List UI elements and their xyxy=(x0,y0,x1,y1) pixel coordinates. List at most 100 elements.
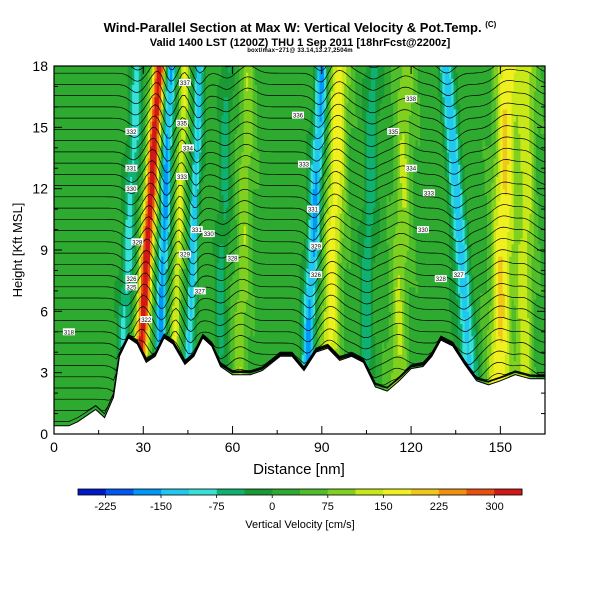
field-cell xyxy=(167,158,171,165)
field-cell xyxy=(94,158,97,165)
field-cell xyxy=(74,409,77,417)
field-cell xyxy=(165,213,169,220)
field-cell xyxy=(161,250,164,257)
field-cell xyxy=(89,194,93,202)
field-cell xyxy=(78,360,82,368)
field-cell xyxy=(109,372,113,380)
field-cell xyxy=(76,335,80,343)
field-cell xyxy=(147,121,151,128)
field-cell xyxy=(176,219,180,227)
field-cell xyxy=(154,66,158,73)
field-cell xyxy=(161,127,164,135)
field-cell xyxy=(172,72,176,79)
field-cell xyxy=(74,200,77,208)
field-cell xyxy=(156,299,160,306)
field-cell xyxy=(118,268,122,276)
field-cell xyxy=(87,164,91,171)
field-cell xyxy=(123,170,127,177)
field-cell xyxy=(103,188,106,196)
field-cell xyxy=(170,151,173,159)
field-cell xyxy=(109,360,113,368)
field-cell xyxy=(174,133,178,141)
field-cell xyxy=(145,262,149,269)
field-cell xyxy=(176,280,180,288)
field-cell xyxy=(74,121,77,128)
field-cell xyxy=(58,213,62,220)
field-cell xyxy=(147,176,151,184)
field-cell xyxy=(83,348,86,355)
field-cell xyxy=(114,78,118,85)
field-cell xyxy=(56,66,60,73)
field-cell xyxy=(138,231,142,239)
field-cell xyxy=(74,139,77,147)
field-cell xyxy=(78,243,82,251)
field-cell xyxy=(152,219,156,227)
field-cell xyxy=(136,90,140,98)
field-cell xyxy=(58,342,62,349)
field-cell xyxy=(71,213,75,220)
field-cell xyxy=(74,207,77,214)
field-cell xyxy=(94,342,97,349)
field-cell xyxy=(76,121,80,128)
field-cell xyxy=(138,170,142,177)
field-cell xyxy=(105,72,109,79)
field-cell xyxy=(170,96,173,104)
field-cell xyxy=(105,397,109,404)
field-cell xyxy=(62,164,66,171)
field-cell xyxy=(76,139,80,147)
field-cell xyxy=(145,342,149,349)
field-cell xyxy=(76,391,80,398)
field-cell xyxy=(80,311,84,319)
field-cell xyxy=(98,188,102,196)
field-cell xyxy=(62,335,66,343)
field-cell xyxy=(172,66,176,73)
field-cell xyxy=(76,366,80,374)
field-cell xyxy=(109,391,113,398)
field-cell xyxy=(129,84,133,92)
field-cell xyxy=(165,121,169,128)
field-cell xyxy=(158,311,162,319)
field-cell xyxy=(74,213,77,220)
field-cell xyxy=(71,225,75,233)
field-cell xyxy=(149,243,153,251)
field-cell xyxy=(96,84,100,92)
field-cell xyxy=(161,158,164,165)
field-cell xyxy=(74,72,77,79)
field-cell xyxy=(149,96,153,104)
field-cell xyxy=(141,213,144,220)
field-cell xyxy=(67,397,71,404)
field-cell xyxy=(71,299,75,306)
field-cell xyxy=(165,207,169,214)
field-cell xyxy=(56,305,60,312)
field-cell xyxy=(56,176,60,184)
field-cell xyxy=(67,342,71,349)
field-cell xyxy=(78,170,82,177)
field-cell xyxy=(91,66,95,73)
field-cell xyxy=(94,366,97,374)
field-cell xyxy=(172,151,176,159)
field-cell xyxy=(158,194,162,202)
field-cell xyxy=(176,84,180,92)
field-cell xyxy=(71,342,75,349)
field-cell xyxy=(165,305,169,312)
field-cell xyxy=(100,127,104,135)
field-cell xyxy=(118,102,122,110)
field-cell xyxy=(69,409,73,417)
field-cell xyxy=(83,225,86,233)
field-cell xyxy=(125,207,129,214)
field-cell xyxy=(149,121,153,128)
field-cell xyxy=(127,323,131,331)
field-cell xyxy=(87,139,91,147)
field-cell xyxy=(85,268,89,276)
field-cell xyxy=(58,164,62,171)
field-cell xyxy=(85,78,89,85)
field-cell xyxy=(123,182,127,190)
field-cell xyxy=(156,182,160,190)
field-cell xyxy=(120,280,124,288)
field-cell xyxy=(174,164,178,171)
field-cell xyxy=(161,280,164,288)
field-cell xyxy=(80,237,84,245)
field-cell xyxy=(154,237,158,245)
field-cell xyxy=(129,213,133,220)
field-cell xyxy=(147,225,151,233)
